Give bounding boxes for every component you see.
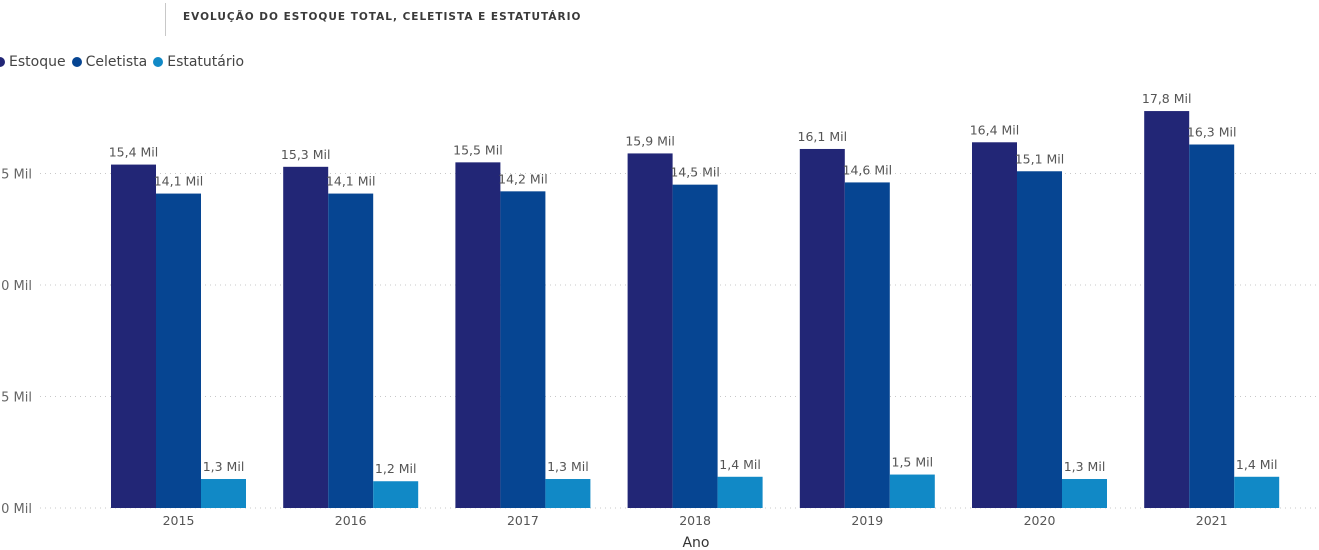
data-label: 14,2 Mil (498, 171, 548, 186)
bar[interactable] (1189, 144, 1235, 508)
y-tick-label: 0 Mil (1, 279, 32, 294)
data-label: 14,1 Mil (154, 174, 204, 189)
y-tick-label: 5 Mil (1, 168, 32, 183)
bar[interactable] (972, 142, 1017, 508)
x-tick-label: 2017 (507, 513, 539, 528)
bar[interactable] (201, 479, 246, 508)
bar[interactable] (889, 474, 935, 508)
data-label: 1,5 Mil (892, 455, 934, 470)
legend-item-estatutario[interactable]: Estatutário (153, 54, 244, 70)
data-label: 17,8 Mil (1142, 91, 1192, 106)
legend-item-estoque[interactable]: Estoque (0, 54, 66, 70)
bar[interactable] (545, 479, 591, 508)
x-tick-label: 2020 (1024, 513, 1056, 528)
bar[interactable] (1234, 476, 1280, 508)
legend-dot-icon (153, 57, 164, 67)
x-tick-label: 2016 (335, 513, 367, 528)
bar[interactable] (844, 182, 890, 509)
bar[interactable] (283, 166, 329, 508)
data-label: 16,3 Mil (1187, 125, 1237, 140)
x-tick-label: 2018 (679, 513, 711, 528)
data-label: 1,4 Mil (719, 457, 761, 472)
data-label: 14,1 Mil (326, 174, 376, 189)
data-label: 15,4 Mil (109, 145, 159, 160)
data-label: 15,5 Mil (453, 142, 503, 157)
legend-dot-icon (71, 57, 82, 67)
title-divider (165, 3, 166, 36)
data-label: 1,4 Mil (1236, 457, 1278, 472)
bar[interactable] (1017, 171, 1062, 508)
bar[interactable] (717, 476, 763, 508)
bar[interactable] (500, 191, 546, 508)
data-label: 15,9 Mil (625, 133, 675, 148)
x-tick-label: 2021 (1196, 513, 1228, 528)
bar[interactable] (156, 193, 201, 508)
chart-title: EVOLUÇÃO DO ESTOQUE TOTAL, CELETISTA E E… (183, 11, 582, 23)
data-label: 1,3 Mil (1064, 459, 1106, 474)
bar[interactable] (1062, 479, 1107, 508)
data-label: 15,1 Mil (1015, 151, 1065, 166)
x-tick-label: 2019 (851, 513, 883, 528)
x-axis-title: Ano (682, 535, 709, 550)
legend-label: Estoque (9, 54, 66, 70)
legend-label: Celetista (85, 54, 148, 70)
bar[interactable] (328, 193, 374, 508)
data-label: 14,6 Mil (843, 162, 893, 177)
bar[interactable] (672, 184, 718, 508)
bar[interactable] (1144, 111, 1190, 508)
legend-label: Estatutário (167, 54, 245, 70)
legend-item-celetista[interactable]: Celetista (71, 54, 148, 70)
data-label: 14,5 Mil (670, 165, 720, 180)
data-label: 1,3 Mil (203, 459, 245, 474)
bar[interactable] (373, 481, 419, 508)
data-label: 1,2 Mil (375, 461, 417, 476)
legend-dot-icon (0, 57, 5, 67)
bar[interactable] (627, 153, 673, 508)
bar[interactable] (799, 148, 845, 508)
bar[interactable] (111, 164, 156, 508)
x-tick-label: 2015 (163, 513, 195, 528)
data-label: 16,4 Mil (970, 122, 1020, 137)
y-tick-label: 5 Mil (1, 391, 32, 406)
legend[interactable]: Estoque Celetista Estatutário (0, 54, 250, 70)
data-label: 15,3 Mil (281, 147, 331, 162)
data-label: 16,1 Mil (798, 129, 848, 144)
bar[interactable] (455, 162, 501, 508)
data-label: 1,3 Mil (547, 459, 589, 474)
y-tick-label: 0 Mil (1, 502, 32, 517)
